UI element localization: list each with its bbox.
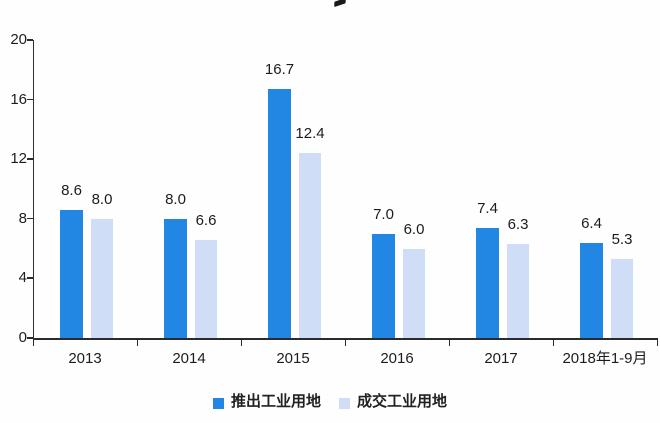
y-axis-tick — [27, 277, 33, 279]
value-label: 16.7 — [264, 61, 295, 79]
legend-label-0: 推出工业用地 — [230, 393, 321, 410]
bar-series1-2015 — [299, 153, 321, 338]
legend-item-1: 成交工业用地 — [339, 393, 447, 411]
y-axis-tick — [27, 98, 33, 101]
value-label: 7.4 — [477, 199, 498, 217]
y-axis-label: 4 — [18, 269, 27, 287]
y-axis-tick — [27, 217, 33, 220]
y-axis-label: 0 — [18, 329, 27, 346]
x-axis-tick — [552, 340, 554, 346]
x-axis-tick — [344, 340, 346, 346]
value-label: 8.6 — [61, 181, 82, 199]
bar-series0-2014 — [164, 218, 187, 338]
legend-swatch-0 — [212, 397, 224, 409]
value-label: 12.4 — [295, 125, 325, 143]
x-axis-label: 2018年1-9月 — [562, 350, 648, 367]
x-axis-tick — [656, 340, 658, 346]
x-axis-label: 2016 — [380, 350, 414, 367]
bar-series0-2013 — [60, 209, 83, 338]
x-axis-label: 2017 — [484, 350, 518, 367]
value-label: 6.6 — [195, 211, 217, 229]
legend-label-1: 成交工业用地 — [357, 393, 448, 410]
y-axis-tick — [27, 158, 33, 160]
bar-series1-2017 — [507, 244, 529, 338]
value-label: 6.0 — [403, 220, 425, 238]
value-label: 8.0 — [165, 190, 186, 208]
x-axis-tick — [240, 340, 242, 346]
value-label: 5.3 — [611, 231, 633, 249]
value-label: 8.0 — [91, 190, 113, 208]
cropped-title-glyph-fragment — [334, 0, 346, 8]
x-axis-label: 2013 — [68, 350, 102, 367]
x-axis-label: 2014 — [172, 350, 206, 367]
x-axis-tick — [32, 340, 34, 346]
plot-area — [33, 40, 658, 340]
value-label: 6.4 — [581, 214, 602, 232]
y-axis-label: 8 — [18, 209, 27, 227]
x-axis-tick — [136, 340, 138, 346]
x-axis-tick — [448, 340, 450, 346]
y-axis-tick — [27, 39, 33, 41]
y-axis-label: 16 — [10, 90, 27, 108]
bar-series0-2017 — [476, 227, 499, 338]
y-axis-tick — [27, 337, 33, 339]
y-axis-label: 12 — [10, 150, 27, 168]
bar-series0-2015 — [268, 89, 291, 338]
x-axis-label: 2015 — [276, 350, 310, 367]
bar-series0-2016 — [372, 233, 395, 338]
legend: 推出工业用地 成交工业用地 — [0, 393, 660, 411]
legend-swatch-1 — [339, 397, 350, 409]
legend-item-0: 推出工业用地 — [212, 393, 321, 411]
bar-series1-2013 — [91, 218, 113, 338]
y-axis-label: 20 — [10, 31, 27, 48]
bar-series0-2018年1-9月 — [580, 242, 603, 338]
value-label: 7.0 — [373, 205, 394, 223]
bar-series1-2016 — [403, 248, 425, 338]
bar-series1-2018年1-9月 — [611, 259, 633, 338]
bar-series1-2014 — [195, 239, 217, 338]
value-label: 6.3 — [507, 216, 529, 234]
